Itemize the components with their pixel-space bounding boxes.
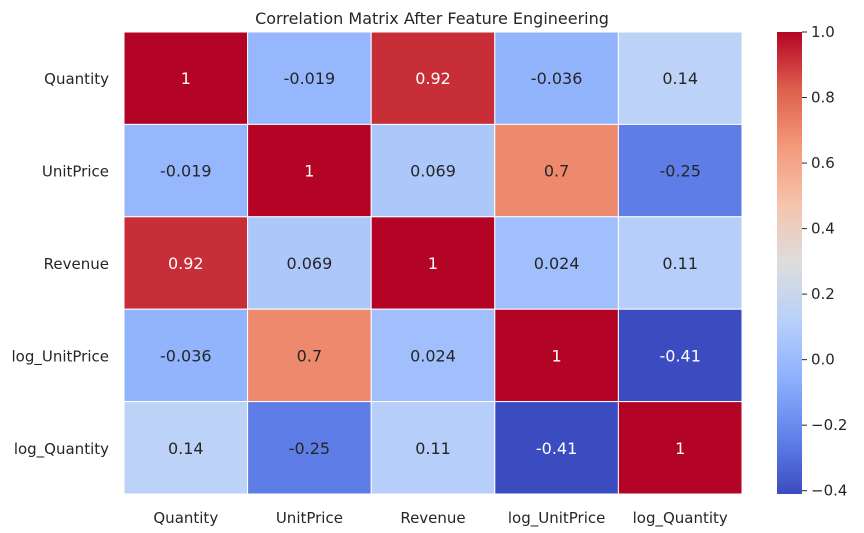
cell-value-label-1-4: -0.25: [659, 162, 700, 181]
heatmap-cell-3-2: [370, 308, 496, 403]
y-tick-label-2: Revenue: [44, 255, 109, 273]
heatmap-cell-0-0: [123, 31, 249, 125]
cell-value-label-1-3: 0.7: [544, 162, 569, 181]
cell-value-label-4-1: -0.25: [289, 439, 330, 458]
cell-value-label-1-2: 0.069: [410, 162, 456, 181]
cell-value-label-2-3: 0.024: [534, 254, 580, 273]
x-tick-label-0: Quantity: [153, 509, 218, 527]
heatmap-cell-4-4: [617, 401, 743, 495]
heatmap-cell-3-3: [494, 308, 619, 403]
heatmap-cell-2-1: [247, 216, 372, 310]
colorbar-tick-label-3: 0.4: [811, 220, 835, 238]
cell-value-label-1-1: 1: [304, 162, 314, 181]
cell-value-label-4-2: 0.11: [415, 439, 451, 458]
cell-value-label-4-3: -0.41: [536, 439, 577, 458]
heatmap-cell-3-4: [617, 308, 743, 403]
y-tick-labels: Quantity UnitPrice Revenue log_UnitPricelog…: [12, 70, 110, 459]
x-tick-label-3: log_UnitPrice: [508, 509, 606, 528]
heatmap-cell-2-3: [494, 216, 619, 310]
y-tick-label-0: Quantity: [44, 70, 109, 88]
cell-value-label-3-0: -0.036: [160, 346, 212, 365]
x-tick-label-1: UnitPrice: [276, 509, 343, 527]
colorbar: 1.0 0.8 0.6 0.4 0.2 0.0 −0.2 −0.4: [777, 23, 847, 500]
colorbar-tick-label-2: 0.6: [811, 154, 835, 172]
heatmap-cell-4-1: [247, 401, 372, 495]
cell-value-label-0-3: -0.036: [531, 69, 583, 88]
heatmap-cell-3-1: [247, 308, 372, 403]
cell-value-label-2-4: 0.11: [662, 254, 698, 273]
heatmap-cell-0-4: [617, 31, 743, 125]
heatmap-cell-0-1: [247, 31, 372, 125]
chart-title: Correlation Matrix After Feature Enginee…: [255, 9, 609, 28]
cell-value-label-4-0: 0.14: [168, 439, 204, 458]
heatmap-cell-1-0: [123, 123, 249, 218]
colorbar-gradient: [777, 32, 802, 494]
heatmap-cell-2-4: [617, 216, 743, 310]
cell-value-label-3-2: 0.024: [410, 346, 456, 365]
cell-value-label-3-1: 0.7: [297, 346, 322, 365]
colorbar-tick-label-6: −0.2: [811, 416, 847, 434]
colorbar-tick-label-1: 0.8: [811, 89, 835, 107]
colorbar-tick-label-0: 1.0: [811, 23, 835, 41]
cell-value-label-1-0: -0.019: [160, 162, 212, 181]
y-tick-label-3: log_UnitPrice: [12, 347, 110, 366]
heatmap-cell-1-2: [370, 123, 496, 218]
heatmap-cell-1-4: [617, 123, 743, 218]
heatmap-cell-0-3: [494, 31, 619, 125]
heatmap-cells: 1 -0.019 0.92 -0.036 0.14 -0.019 1 0.069 0.7 -0.2…: [123, 31, 743, 495]
cell-value-label-0-4: 0.14: [662, 69, 698, 88]
colorbar-tick-label-5: 0.0: [811, 351, 835, 369]
cell-value-label-2-1: 0.069: [286, 254, 332, 273]
cell-value-label-2-0: 0.92: [168, 254, 204, 273]
y-tick-label-4: log_Quantity: [14, 440, 109, 459]
heatmap-cell-4-0: [123, 401, 249, 495]
heatmap-cell-3-0: [123, 308, 249, 403]
x-tick-labels: Quantity UnitPrice Revenue log_UnitPrice log…: [153, 509, 728, 528]
y-tick-label-1: UnitPrice: [42, 163, 109, 181]
cell-value-label-3-3: 1: [552, 346, 562, 365]
colorbar-tick-label-7: −0.4: [811, 482, 847, 500]
cell-value-label-4-4: 1: [675, 439, 685, 458]
colorbar-tick-label-4: 0.2: [811, 285, 835, 303]
heatmap-cell-0-2: [370, 31, 496, 125]
x-tick-label-4: log_Quantity: [633, 509, 728, 528]
x-tick-label-2: Revenue: [400, 509, 465, 527]
cell-value-label-0-0: 1: [181, 69, 191, 88]
cell-value-label-0-1: -0.019: [284, 69, 336, 88]
heatmap-cell-2-2: [370, 216, 496, 310]
cell-value-label-2-2: 1: [428, 254, 438, 273]
cell-value-label-3-4: -0.41: [659, 346, 700, 365]
cell-value-label-0-2: 0.92: [415, 69, 451, 88]
heatmap-cell-4-2: [370, 401, 496, 495]
